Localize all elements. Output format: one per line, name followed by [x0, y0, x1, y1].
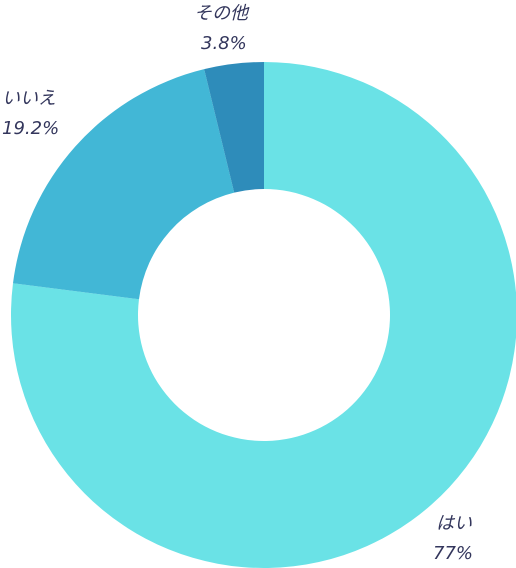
slice-value-hai: 77% — [433, 543, 473, 564]
slice-label-hai: はい — [436, 513, 472, 534]
slice-label-sonota: その他 — [194, 3, 250, 24]
slice-label-iie: いいえ — [2, 88, 56, 109]
slice-value-iie: 19.2% — [2, 118, 59, 139]
donut-slice-2 — [204, 62, 264, 193]
donut-slices — [11, 62, 516, 568]
slice-labels: はい 77% いいえ 19.2% その他 3.8% — [2, 3, 473, 564]
slice-value-sonota: 3.8% — [201, 33, 247, 54]
donut-slice-0 — [11, 62, 516, 568]
donut-slice-1 — [12, 69, 235, 300]
